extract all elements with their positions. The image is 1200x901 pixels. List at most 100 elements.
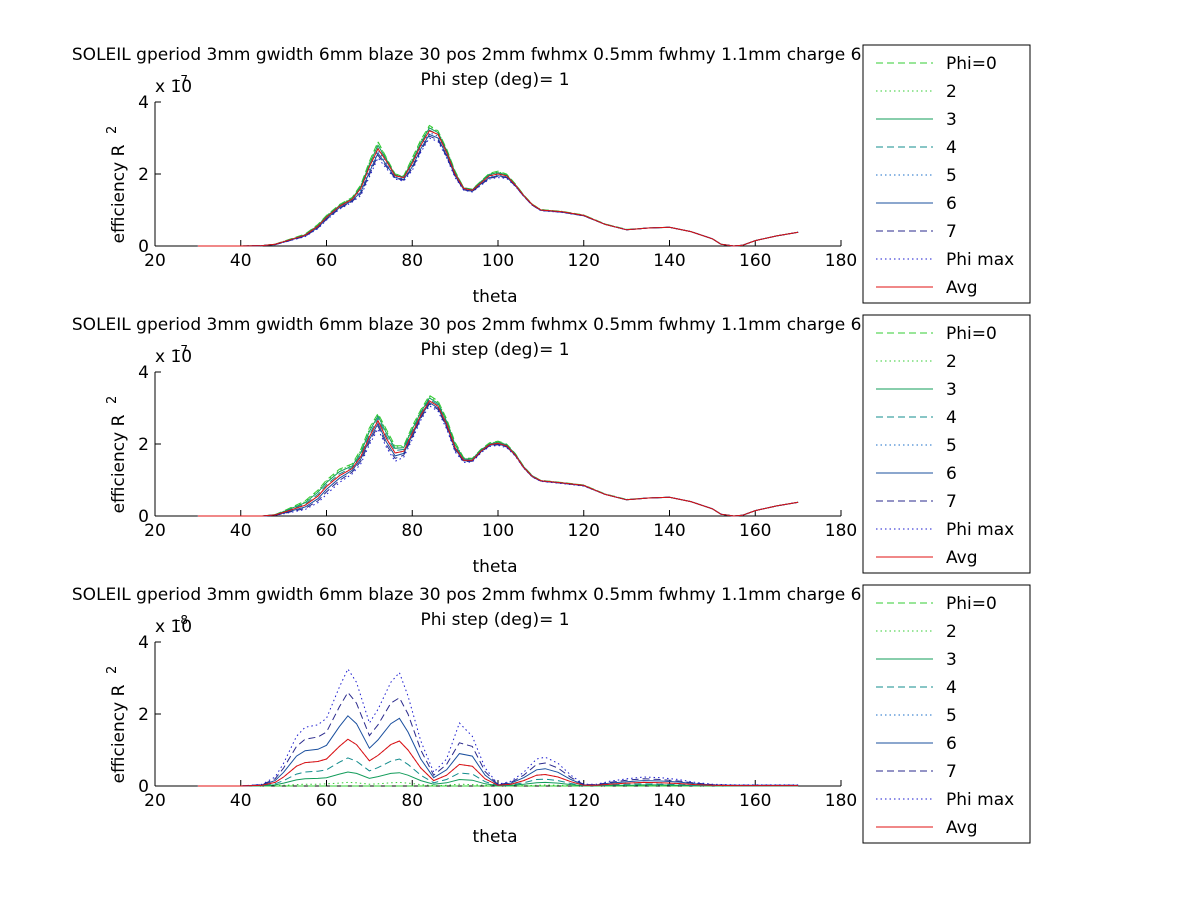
x-tick-label: 60 — [316, 791, 338, 811]
axis-exponent-power: -8 — [176, 613, 188, 627]
chart-title: SOLEIL gperiod 3mm gwidth 6mm blaze 30 p… — [72, 45, 1010, 65]
series-line-3 — [197, 771, 799, 787]
chart-title: SOLEIL gperiod 3mm gwidth 6mm blaze 30 p… — [72, 585, 1010, 605]
x-tick-label: 120 — [568, 251, 600, 271]
legend-label: Avg — [946, 278, 978, 298]
x-tick-label: 40 — [230, 521, 252, 541]
legend-box — [862, 44, 1031, 304]
axis-exponent-power: -7 — [176, 343, 188, 357]
x-tick-label: 60 — [316, 251, 338, 271]
legend-label: 7 — [946, 762, 957, 782]
chart-subtitle: Phi step (deg)= 1 — [420, 610, 569, 630]
series-line-6 — [197, 715, 799, 787]
legend-label: 3 — [946, 650, 957, 670]
subplots: SOLEIL gperiod 3mm gwidth 6mm blaze 30 p… — [72, 44, 1031, 847]
x-tick-label: 120 — [568, 791, 600, 811]
x-tick-label: 20 — [144, 251, 166, 271]
chart-title: SOLEIL gperiod 3mm gwidth 6mm blaze 30 p… — [72, 315, 1010, 335]
legend-label: 4 — [946, 408, 957, 428]
axis-exponent-base: x 10 — [155, 77, 192, 97]
axis-exponent-base: x 10 — [155, 617, 192, 637]
legend: Phi=0 2 3 4 5 6 7 Phi max Avg — [862, 44, 1031, 304]
x-tick-label: 120 — [568, 521, 600, 541]
legend-label: 5 — [946, 706, 957, 726]
subplot-2: SOLEIL gperiod 3mm gwidth 6mm blaze 30 p… — [72, 314, 1031, 577]
y-tick-label: 4 — [138, 633, 149, 653]
x-tick-label: 180 — [825, 791, 857, 811]
y-axis-label-superscript: 2 — [105, 126, 120, 134]
y-axis-label-superscript: 2 — [105, 666, 120, 674]
legend-label: Phi=0 — [946, 594, 997, 614]
legend-label: 2 — [946, 82, 957, 102]
x-tick-label: 100 — [482, 791, 514, 811]
series-line-2 — [197, 781, 799, 787]
x-tick-label: 140 — [653, 791, 685, 811]
legend-label: Phi=0 — [946, 324, 997, 344]
legend-label: 6 — [946, 464, 957, 484]
y-axis-label-group: efficiency R 2 — [105, 126, 129, 244]
axis-exponent-power: -7 — [176, 73, 188, 87]
series-line-avg — [197, 738, 799, 787]
x-tick-label: 40 — [230, 791, 252, 811]
legend-label: Phi max — [946, 250, 1014, 270]
series-line-7 — [197, 691, 799, 787]
x-tick-label: 60 — [316, 521, 338, 541]
legend-label: 2 — [946, 622, 957, 642]
legend: Phi=0 2 3 4 5 6 7 Phi max Avg — [862, 314, 1031, 574]
y-tick-label: 0 — [138, 237, 149, 257]
y-axis-label: efficiency R — [109, 144, 129, 243]
y-tick-label: 0 — [138, 507, 149, 527]
x-tick-label: 80 — [401, 251, 423, 271]
legend-label: 6 — [946, 734, 957, 754]
legend-label: 5 — [946, 436, 957, 456]
x-tick-label: 100 — [482, 521, 514, 541]
x-axis-label: theta — [473, 287, 518, 307]
x-tick-label: 180 — [825, 251, 857, 271]
y-axis-label-group: efficiency R 2 — [105, 396, 129, 514]
y-tick-label: 4 — [138, 363, 149, 383]
x-tick-label: 160 — [739, 521, 771, 541]
subplot-3: SOLEIL gperiod 3mm gwidth 6mm blaze 30 p… — [72, 584, 1031, 847]
x-tick-label: 80 — [401, 791, 423, 811]
y-tick-label: 2 — [138, 435, 149, 455]
legend-label: 3 — [946, 380, 957, 400]
legend-label: 5 — [946, 166, 957, 186]
y-axis-label: efficiency R — [109, 684, 129, 783]
legend-label: 7 — [946, 222, 957, 242]
legend-label: 2 — [946, 352, 957, 372]
x-axis-label: theta — [473, 827, 518, 847]
subplot-1: SOLEIL gperiod 3mm gwidth 6mm blaze 30 p… — [72, 44, 1031, 307]
axis-exponent-base: x 10 — [155, 347, 192, 367]
y-axis-label: efficiency R — [109, 414, 129, 513]
legend-box — [862, 314, 1031, 574]
legend-box — [862, 584, 1031, 844]
chart-subtitle: Phi step (deg)= 1 — [420, 340, 569, 360]
x-tick-label: 140 — [653, 521, 685, 541]
legend-label: Avg — [946, 818, 978, 838]
x-tick-label: 40 — [230, 251, 252, 271]
legend-label: Phi=0 — [946, 54, 997, 74]
x-tick-label: 140 — [653, 251, 685, 271]
x-tick-label: 160 — [739, 791, 771, 811]
series-line-avg — [197, 400, 799, 517]
chart-subtitle: Phi step (deg)= 1 — [420, 70, 569, 90]
x-tick-label: 20 — [144, 521, 166, 541]
legend: Phi=0 2 3 4 5 6 7 Phi max Avg — [862, 584, 1031, 844]
x-tick-label: 100 — [482, 251, 514, 271]
legend-label: 4 — [946, 138, 957, 158]
y-tick-label: 0 — [138, 777, 149, 797]
legend-label: 4 — [946, 678, 957, 698]
y-tick-label: 4 — [138, 93, 149, 113]
y-axis-label-group: efficiency R 2 — [105, 666, 129, 784]
x-axis-label: theta — [473, 557, 518, 577]
x-tick-label: 160 — [739, 251, 771, 271]
y-tick-label: 2 — [138, 165, 149, 185]
x-tick-label: 80 — [401, 521, 423, 541]
y-tick-label: 2 — [138, 705, 149, 725]
x-tick-label: 20 — [144, 791, 166, 811]
series-line-avg — [197, 130, 799, 247]
x-tick-label: 180 — [825, 521, 857, 541]
legend-label: Avg — [946, 548, 978, 568]
legend-label: Phi max — [946, 520, 1014, 540]
